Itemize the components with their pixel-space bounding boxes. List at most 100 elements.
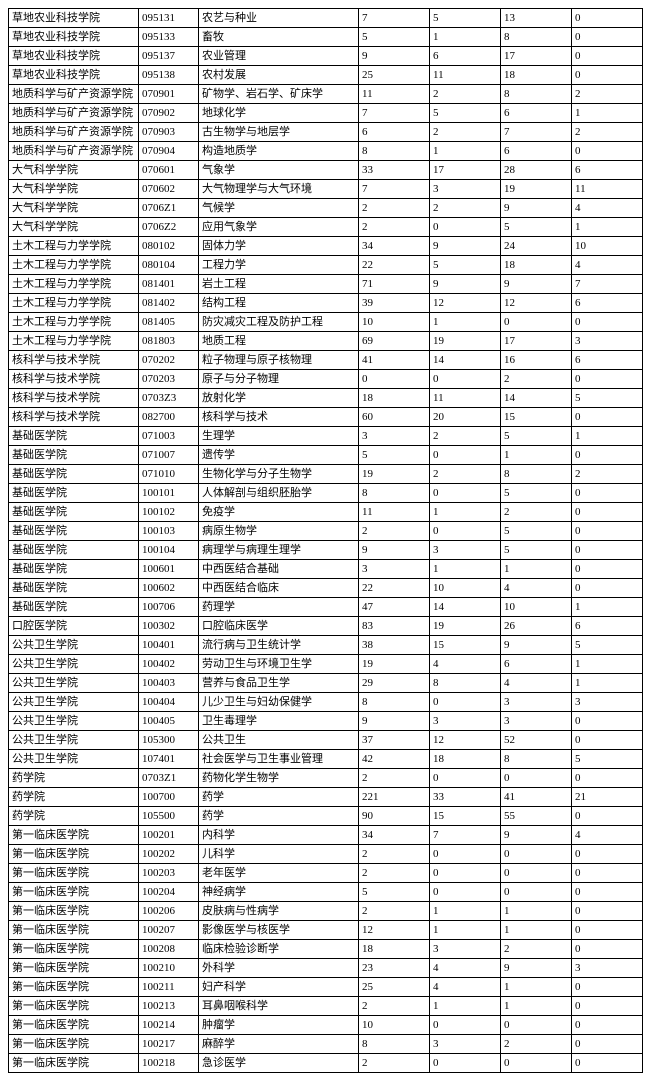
table-cell: 4	[572, 199, 643, 218]
table-cell: 107401	[139, 750, 199, 769]
table-cell: 0	[430, 864, 501, 883]
table-cell: 34	[359, 826, 430, 845]
table-cell: 6	[430, 47, 501, 66]
table-cell: 070902	[139, 104, 199, 123]
table-cell: 地质科学与矿产资源学院	[9, 142, 139, 161]
table-cell: 0	[572, 446, 643, 465]
table-cell: 生理学	[199, 427, 359, 446]
table-cell: 100402	[139, 655, 199, 674]
table-cell: 100201	[139, 826, 199, 845]
table-row: 地质科学与矿产资源学院070903古生物学与地层学6272	[9, 123, 643, 142]
table-cell: 0	[572, 769, 643, 788]
table-cell: 生物化学与分子生物学	[199, 465, 359, 484]
table-cell: 0	[430, 484, 501, 503]
table-cell: 8	[359, 484, 430, 503]
table-cell: 1	[430, 921, 501, 940]
table-cell: 1	[501, 978, 572, 997]
table-cell: 9	[430, 237, 501, 256]
table-cell: 1	[572, 674, 643, 693]
table-cell: 2	[501, 503, 572, 522]
table-cell: 0	[430, 1054, 501, 1073]
table-cell: 遗传学	[199, 446, 359, 465]
table-cell: 原子与分子物理	[199, 370, 359, 389]
table-cell: 第一临床医学院	[9, 826, 139, 845]
table-cell: 1	[501, 921, 572, 940]
table-cell: 10	[572, 237, 643, 256]
table-cell: 核科学与技术学院	[9, 389, 139, 408]
table-cell: 气象学	[199, 161, 359, 180]
table-row: 基础医学院100602中西医结合临床221040	[9, 579, 643, 598]
table-cell: 0	[572, 47, 643, 66]
table-cell: 2	[359, 845, 430, 864]
table-cell: 口腔医学院	[9, 617, 139, 636]
table-cell: 0	[572, 712, 643, 731]
table-cell: 070601	[139, 161, 199, 180]
table-cell: 100602	[139, 579, 199, 598]
table-cell: 0	[572, 902, 643, 921]
table-cell: 公共卫生学院	[9, 674, 139, 693]
table-cell: 劳动卫生与环境卫生学	[199, 655, 359, 674]
table-cell: 9	[501, 199, 572, 218]
table-cell: 地质工程	[199, 332, 359, 351]
table-cell: 42	[359, 750, 430, 769]
table-cell: 5	[359, 883, 430, 902]
table-cell: 土木工程与力学学院	[9, 237, 139, 256]
table-cell: 22	[359, 256, 430, 275]
table-cell: 0	[572, 997, 643, 1016]
table-cell: 中西医结合临床	[199, 579, 359, 598]
table-cell: 内科学	[199, 826, 359, 845]
table-cell: 100208	[139, 940, 199, 959]
table-cell: 第一临床医学院	[9, 883, 139, 902]
table-cell: 10	[359, 313, 430, 332]
table-cell: 7	[572, 275, 643, 294]
table-cell: 口腔临床医学	[199, 617, 359, 636]
table-cell: 5	[430, 256, 501, 275]
table-cell: 核科学与技术学院	[9, 351, 139, 370]
table-cell: 皮肤病与性病学	[199, 902, 359, 921]
table-cell: 0	[501, 1016, 572, 1035]
table-cell: 2	[572, 85, 643, 104]
table-cell: 岩土工程	[199, 275, 359, 294]
table-cell: 1	[430, 560, 501, 579]
table-cell: 081803	[139, 332, 199, 351]
table-cell: 221	[359, 788, 430, 807]
table-cell: 畜牧	[199, 28, 359, 47]
table-cell: 34	[359, 237, 430, 256]
table-cell: 公共卫生学院	[9, 636, 139, 655]
table-cell: 105300	[139, 731, 199, 750]
table-cell: 100217	[139, 1035, 199, 1054]
table-cell: 8	[501, 465, 572, 484]
table-cell: 第一临床医学院	[9, 902, 139, 921]
table-row: 地质科学与矿产资源学院070902地球化学7561	[9, 104, 643, 123]
table-cell: 1	[572, 218, 643, 237]
table-cell: 12	[501, 294, 572, 313]
table-cell: 药学院	[9, 769, 139, 788]
table-row: 第一临床医学院100211妇产科学25410	[9, 978, 643, 997]
table-cell: 0	[430, 522, 501, 541]
table-cell: 33	[359, 161, 430, 180]
table-cell: 草地农业科技学院	[9, 28, 139, 47]
table-cell: 0	[430, 218, 501, 237]
table-cell: 1	[430, 997, 501, 1016]
table-cell: 5	[572, 636, 643, 655]
table-cell: 0	[572, 921, 643, 940]
table-cell: 第一临床医学院	[9, 940, 139, 959]
table-cell: 麻醉学	[199, 1035, 359, 1054]
table-cell: 免疫学	[199, 503, 359, 522]
table-cell: 2	[572, 123, 643, 142]
table-cell: 2	[359, 902, 430, 921]
table-cell: 3	[430, 712, 501, 731]
table-cell: 5	[501, 522, 572, 541]
table-cell: 11	[572, 180, 643, 199]
table-row: 第一临床医学院100201内科学34794	[9, 826, 643, 845]
table-cell: 71	[359, 275, 430, 294]
table-cell: 第一临床医学院	[9, 864, 139, 883]
table-row: 口腔医学院100302口腔临床医学8319266	[9, 617, 643, 636]
table-row: 大气科学学院070602大气物理学与大气环境731911	[9, 180, 643, 199]
table-cell: 0	[572, 28, 643, 47]
table-cell: 0	[572, 560, 643, 579]
table-cell: 081405	[139, 313, 199, 332]
table-cell: 0	[572, 579, 643, 598]
table-cell: 大气科学学院	[9, 180, 139, 199]
table-cell: 2	[501, 940, 572, 959]
